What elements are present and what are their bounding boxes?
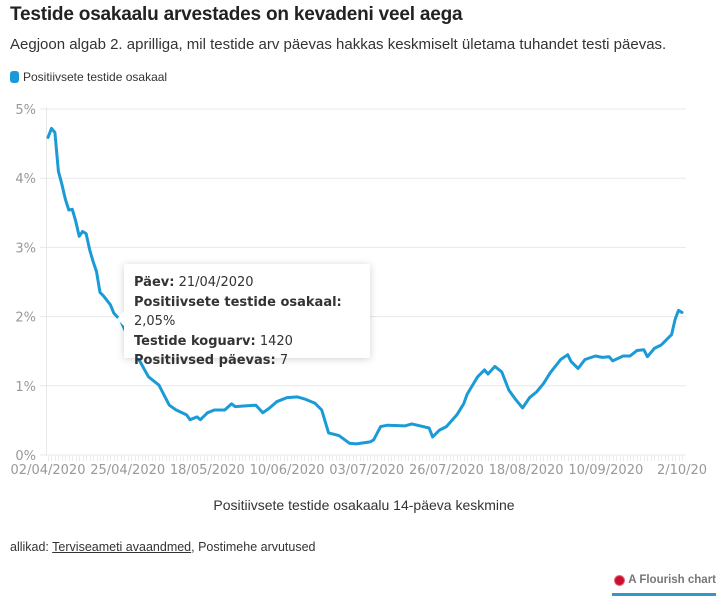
source-rest: , Postimehe arvutused — [191, 540, 316, 554]
tooltip: Päev: 21/04/2020 Positiivsete testide os… — [117, 264, 370, 368]
x-tick-label: 26/07/2020 — [409, 463, 484, 478]
flourish-underline — [612, 593, 716, 596]
x-tick-label: 10/09/2020 — [568, 463, 643, 478]
y-tick-label: 1% — [15, 380, 36, 395]
x-axis — [48, 455, 683, 461]
source-prefix: allikad: — [10, 540, 53, 554]
flourish-credit[interactable]: A Flourish chart — [615, 574, 716, 586]
line-chart[interactable]: 0% 1% 2% 3% 4% 5% 02/04/2020 25/04/2020 18/05/2… — [0, 0, 728, 490]
flourish-logo-icon — [615, 575, 625, 585]
y-tick-label: 3% — [15, 241, 36, 256]
y-tick-label: 5% — [15, 103, 36, 118]
y-tick-label: 2% — [15, 311, 36, 326]
source-link[interactable]: Terviseameti avaandmed — [52, 540, 192, 554]
x-tick-label: 18/05/2020 — [170, 463, 245, 478]
y-axis: 0% 1% 2% 3% 4% 5% — [15, 103, 36, 464]
tooltip-row-share: Positiivsete testide osakaal: 2,05% — [134, 294, 342, 330]
x-tick-labels: 02/04/2020 25/04/2020 18/05/2020 10/06/2020… — [11, 463, 708, 478]
tooltip-row-total: Testide koguarv: 1420 — [134, 333, 293, 349]
x-tick-label: 2/10/20 — [657, 463, 707, 478]
tooltip-row-day: Päev: 21/04/2020 — [134, 275, 254, 290]
x-tick-label: 02/04/2020 — [11, 463, 86, 478]
source-note: allikad: Terviseameti avaandmed, Postime… — [10, 540, 316, 554]
x-axis-title: Positiivsete testide osakaalu 14-päeva k… — [213, 497, 515, 513]
flourish-label: A Flourish chart — [628, 574, 716, 586]
x-tick-label: 10/06/2020 — [250, 463, 325, 478]
x-tick-label: 25/04/2020 — [90, 463, 165, 478]
y-tick-label: 0% — [15, 449, 36, 464]
chart-subtitle: Aegjoon algab 2. aprilliga, mil testide … — [10, 36, 667, 53]
series-line-positive-share[interactable] — [46, 126, 684, 446]
tooltip-row-positive: Positiivsed päevas: 7 — [134, 353, 289, 368]
y-tick-label: 4% — [15, 172, 36, 187]
data-points — [47, 128, 683, 444]
legend[interactable]: Positiivsete testide osakaal — [10, 70, 167, 84]
legend-label: Positiivsete testide osakaal — [23, 70, 168, 84]
x-tick-label: 18/08/2020 — [489, 463, 564, 478]
chart-title: Testide osakaalu arvestades on kevadeni … — [10, 4, 463, 25]
x-tick-label: 03/07/2020 — [329, 463, 404, 478]
legend-swatch — [10, 71, 19, 83]
